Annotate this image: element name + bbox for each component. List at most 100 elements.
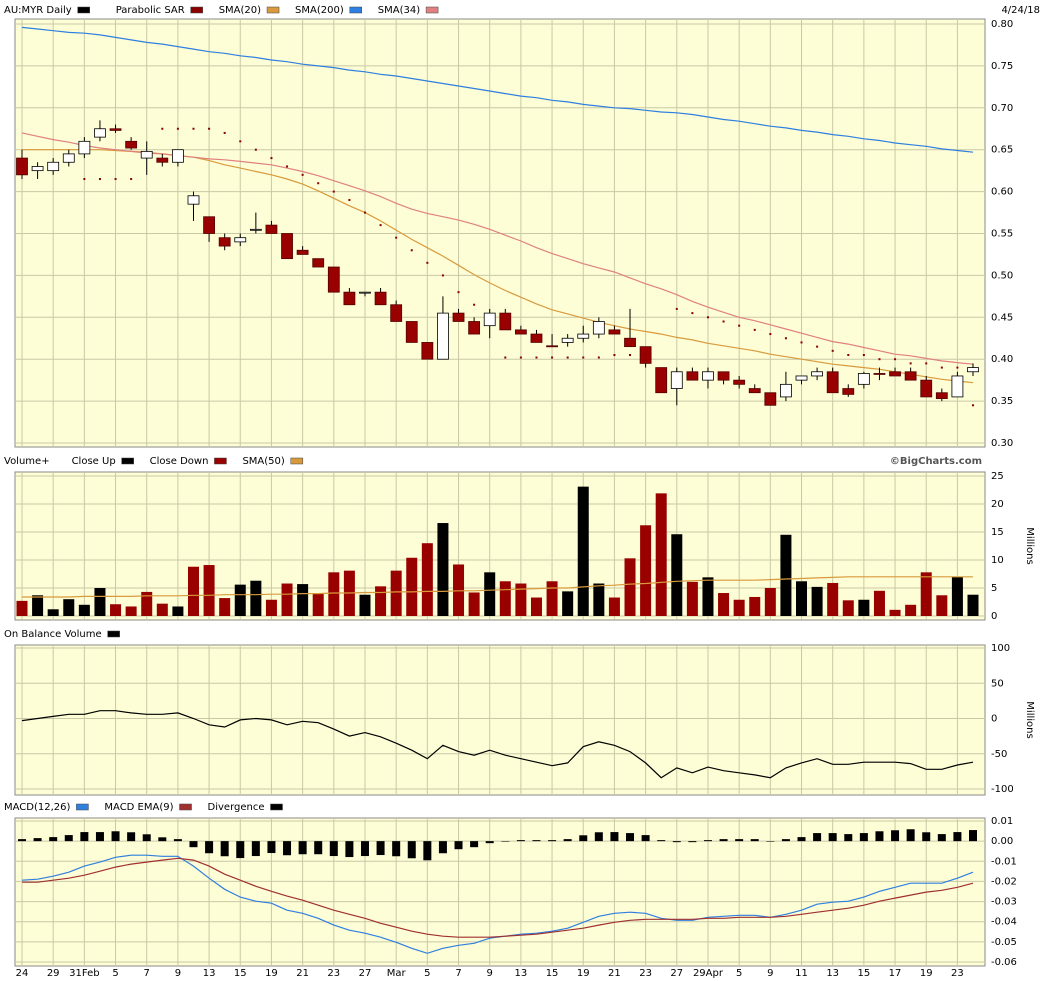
candle-body xyxy=(873,373,886,375)
x-tick-label: 13 xyxy=(203,968,216,979)
divergence-bar xyxy=(33,838,42,842)
sar-dot xyxy=(114,178,117,181)
divergence-bar xyxy=(641,835,650,842)
candle-body xyxy=(842,388,855,395)
x-tick-label: 23 xyxy=(327,968,340,979)
volume-bar xyxy=(889,609,901,616)
sar-dot xyxy=(831,349,834,352)
divergence-bar xyxy=(158,837,167,842)
volume-bar xyxy=(530,597,542,616)
sar-dot xyxy=(706,316,709,319)
x-tick-label: 7 xyxy=(455,968,461,979)
volume-bar xyxy=(499,581,511,616)
volume-bar xyxy=(47,609,59,616)
y-tick-label: 0.65 xyxy=(991,145,1013,156)
divergence-bar xyxy=(906,829,915,842)
volume-bar xyxy=(406,557,418,616)
volume-bar xyxy=(141,591,153,616)
y-tick-label: 50 xyxy=(991,678,1004,689)
sar-dot xyxy=(379,224,382,227)
candle-body xyxy=(702,371,714,381)
y-tick-label: 0.80 xyxy=(991,19,1013,30)
sar-dot xyxy=(519,356,522,359)
candle-body xyxy=(468,321,481,335)
candle-body xyxy=(857,373,870,385)
divergence-bar xyxy=(610,832,619,842)
sar-dot xyxy=(192,127,195,130)
volume-bar xyxy=(749,596,761,616)
y-tick-label: 0.00 xyxy=(991,836,1013,847)
sar-dot xyxy=(800,341,803,344)
sar-dot xyxy=(270,157,273,160)
volume-bar xyxy=(281,583,293,616)
sar-dot xyxy=(254,148,257,151)
y-tick-label: 100 xyxy=(991,643,1010,654)
divergence-bar xyxy=(501,841,510,842)
divergence-bar xyxy=(859,833,868,842)
legend-label: Close Up xyxy=(72,456,116,467)
legend-label: On Balance Volume xyxy=(4,629,102,640)
candle-body xyxy=(218,237,231,247)
x-tick-label: Mar xyxy=(387,968,407,979)
volume-bar xyxy=(671,534,683,616)
candle-body xyxy=(608,329,621,335)
legend-swatch xyxy=(121,457,134,465)
sar-dot xyxy=(317,182,320,185)
divergence-bar xyxy=(875,831,884,842)
candle-body xyxy=(889,371,901,377)
x-tick-label: 17 xyxy=(889,968,902,979)
volume-bar xyxy=(78,604,90,616)
candle-body xyxy=(967,367,979,373)
divergence-bar xyxy=(735,839,744,842)
sar-dot xyxy=(816,345,819,348)
y-tick-label: 0 xyxy=(991,714,997,725)
x-tick-label: 11 xyxy=(795,968,808,979)
sar-dot xyxy=(613,354,616,357)
sar-dot xyxy=(363,211,366,214)
divergence-bar xyxy=(891,830,900,842)
divergence-bar xyxy=(766,841,775,842)
volume-bar xyxy=(250,580,262,616)
sar-dot xyxy=(753,328,756,331)
volume-bar xyxy=(32,595,44,616)
x-tick-label: 21 xyxy=(296,968,309,979)
candle-body xyxy=(452,312,465,322)
macd-line xyxy=(22,857,974,938)
x-tick-label: 15 xyxy=(546,968,559,979)
sar-dot xyxy=(722,320,725,323)
volume-bar xyxy=(421,543,433,616)
sar-dot xyxy=(909,362,912,365)
divergence-bar xyxy=(516,840,525,842)
divergence-bar xyxy=(205,841,214,854)
divergence-bar xyxy=(797,837,806,842)
volume-bar xyxy=(468,592,480,616)
sar-dot xyxy=(675,307,678,310)
y-tick-label: -0.02 xyxy=(991,876,1017,887)
sar-dot xyxy=(847,354,850,357)
volume-bar xyxy=(702,577,714,616)
x-tick-label: 7 xyxy=(144,968,150,979)
y-tick-label: 0.70 xyxy=(991,103,1013,114)
sar-dot xyxy=(161,127,164,130)
sar-dot xyxy=(878,358,881,361)
sar-dot xyxy=(426,261,429,264)
volume-bar xyxy=(718,593,730,616)
volume-bar xyxy=(125,606,137,616)
y-tick-label: 10 xyxy=(991,555,1004,566)
volume-bar xyxy=(920,572,932,616)
x-tick-label: 27 xyxy=(359,968,372,979)
candle-body xyxy=(249,228,262,231)
candle-body xyxy=(826,371,839,394)
x-tick-label: 29 xyxy=(47,968,60,979)
divergence-bar xyxy=(407,841,416,859)
volume-bar xyxy=(858,599,870,616)
divergence-bar xyxy=(485,841,494,844)
sar-dot xyxy=(582,356,585,359)
y-tick-label: -0.01 xyxy=(991,856,1017,867)
y-tick-label: 0.45 xyxy=(991,312,1013,323)
divergence-bar xyxy=(220,841,229,857)
volume-bar xyxy=(203,565,215,616)
candle-body xyxy=(546,345,558,348)
candle-body xyxy=(281,233,293,260)
y-tick-label: 15 xyxy=(991,527,1004,538)
